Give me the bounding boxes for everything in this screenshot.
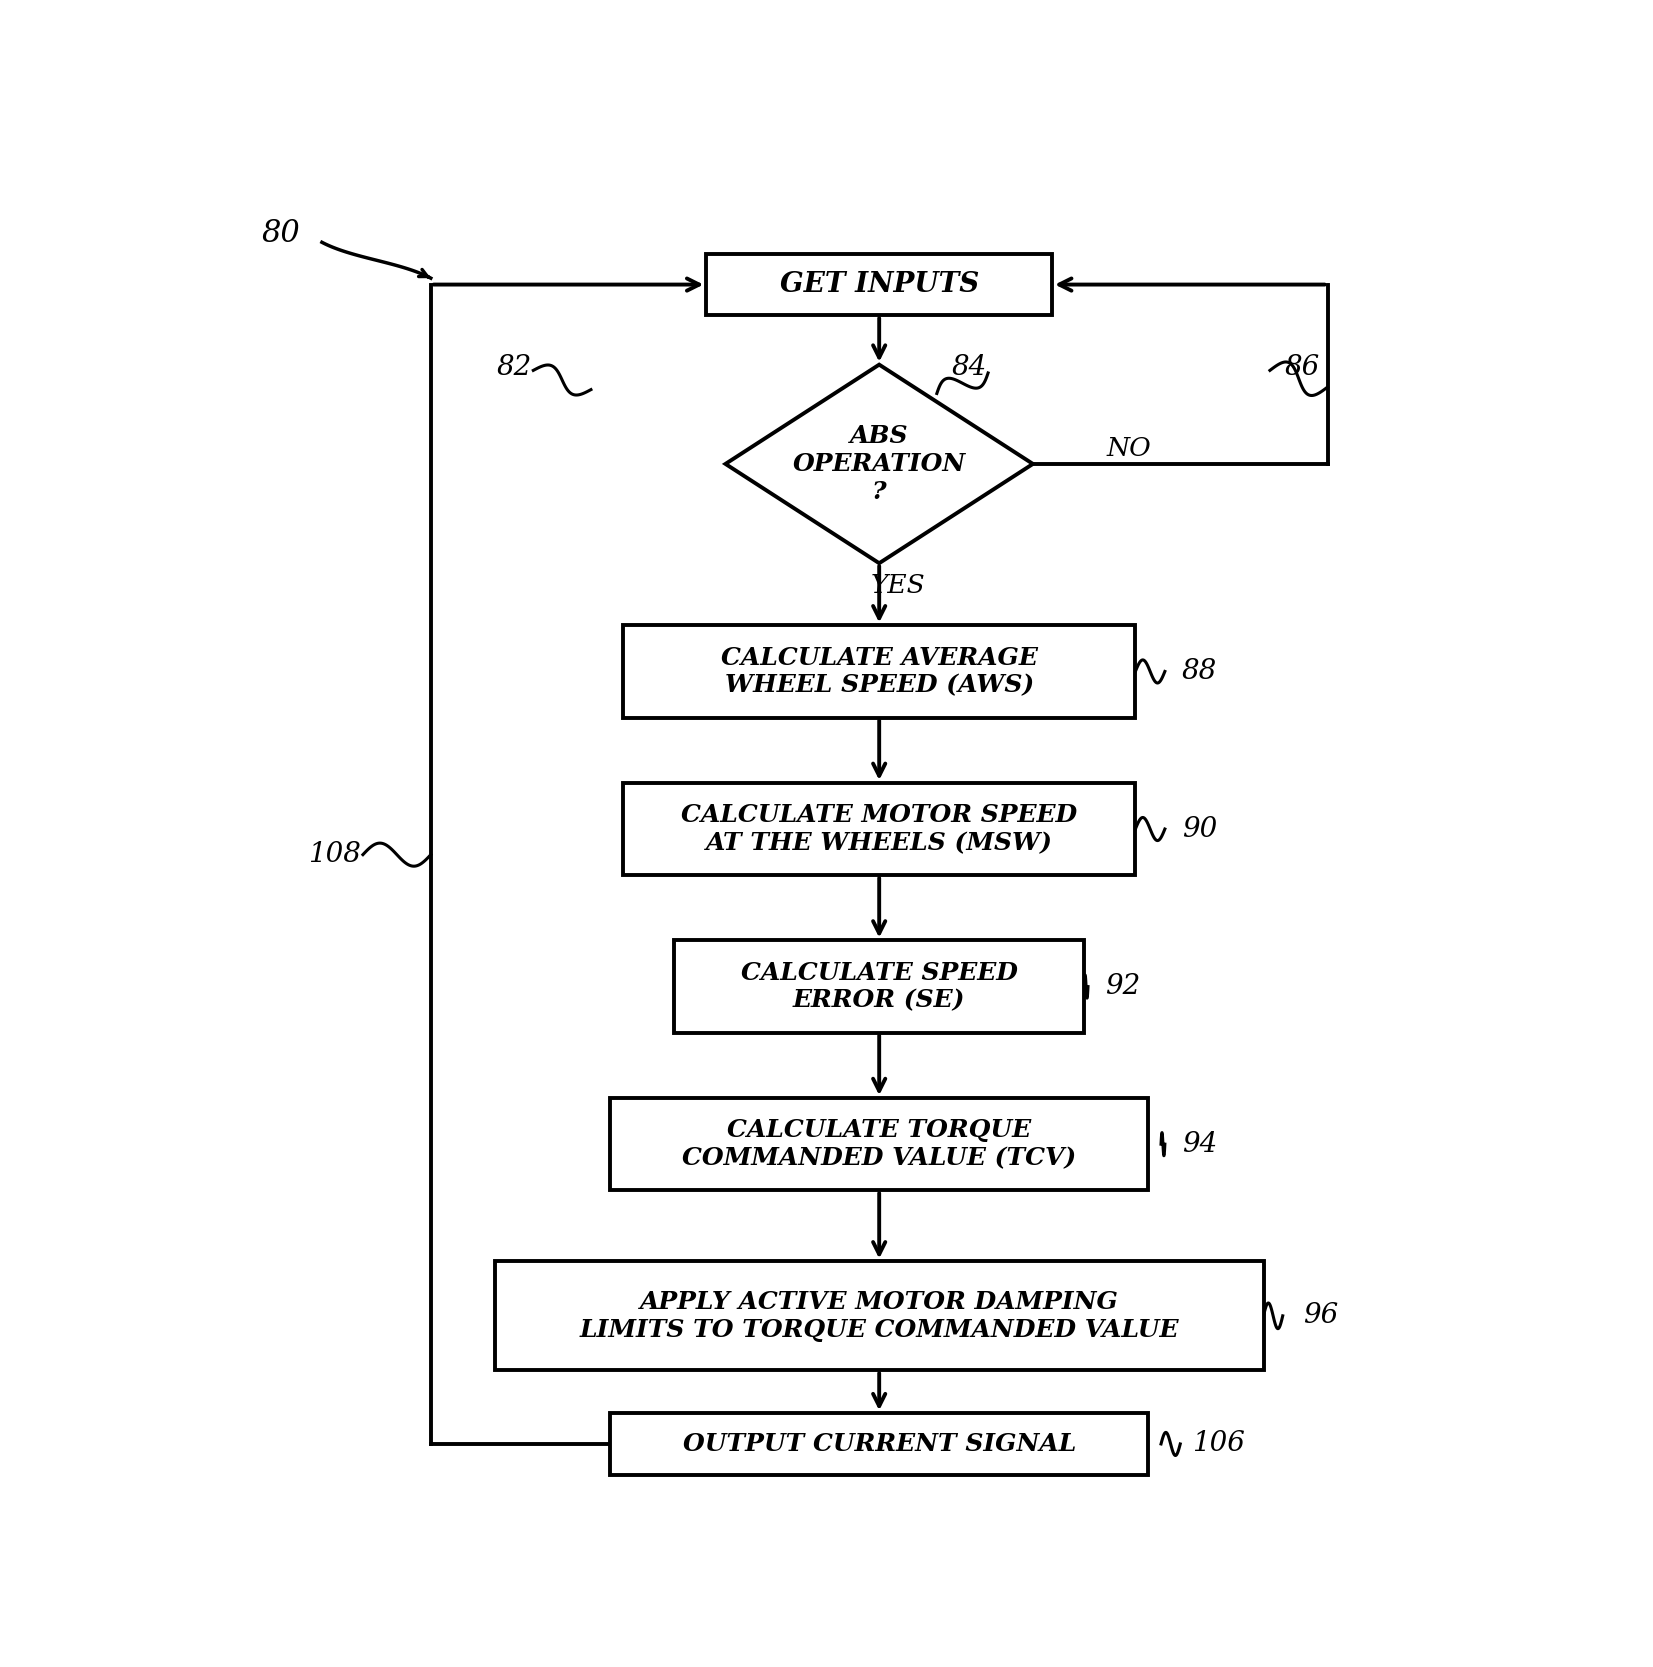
Text: CALCULATE MOTOR SPEED
AT THE WHEELS (MSW): CALCULATE MOTOR SPEED AT THE WHEELS (MSW… — [681, 803, 1078, 855]
Bar — [706, 253, 1053, 315]
Text: 96: 96 — [1304, 1302, 1339, 1329]
Text: CALCULATE TORQUE
COMMANDED VALUE (TCV): CALCULATE TORQUE COMMANDED VALUE (TCV) — [683, 1119, 1076, 1170]
Text: APPLY ACTIVE MOTOR DAMPING
LIMITS TO TORQUE COMMANDED VALUE: APPLY ACTIVE MOTOR DAMPING LIMITS TO TOR… — [580, 1290, 1179, 1342]
Bar — [674, 940, 1084, 1034]
Bar — [623, 783, 1136, 875]
Text: CALCULATE SPEED
ERROR (SE): CALCULATE SPEED ERROR (SE) — [741, 960, 1018, 1012]
Text: 84: 84 — [950, 355, 987, 382]
Bar — [610, 1099, 1149, 1190]
Text: NO: NO — [1106, 437, 1152, 462]
Text: 86: 86 — [1284, 355, 1319, 382]
Text: 90: 90 — [1182, 815, 1217, 842]
Polygon shape — [726, 365, 1033, 563]
Text: CALCULATE AVERAGE
WHEEL SPEED (AWS): CALCULATE AVERAGE WHEEL SPEED (AWS) — [721, 645, 1038, 697]
Text: 92: 92 — [1104, 974, 1141, 1000]
Text: 108: 108 — [309, 842, 360, 869]
Bar — [494, 1262, 1263, 1370]
Bar — [623, 625, 1136, 717]
Text: GET INPUTS: GET INPUTS — [780, 272, 979, 298]
Text: OUTPUT CURRENT SIGNAL: OUTPUT CURRENT SIGNAL — [683, 1432, 1076, 1455]
Text: 94: 94 — [1182, 1130, 1217, 1157]
Text: 80: 80 — [261, 218, 301, 248]
Text: YES: YES — [871, 573, 926, 598]
Text: 88: 88 — [1182, 658, 1217, 685]
Text: 106: 106 — [1192, 1430, 1245, 1457]
Text: 82: 82 — [496, 355, 532, 382]
Text: ABS
OPERATION
?: ABS OPERATION ? — [792, 423, 965, 503]
Bar — [610, 1414, 1149, 1475]
